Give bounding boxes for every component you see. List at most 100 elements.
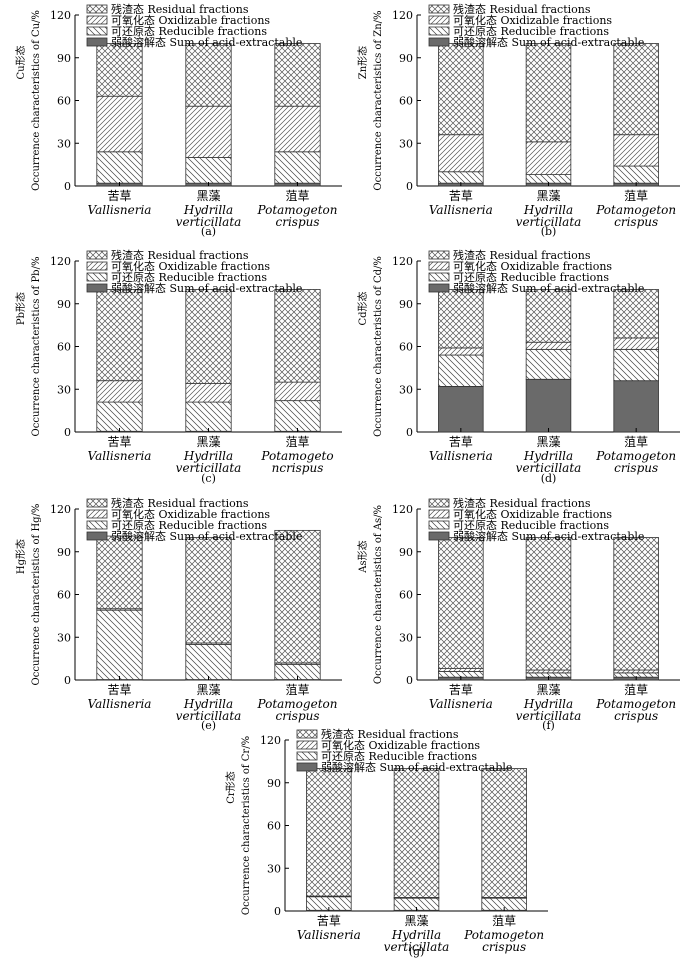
y-tick-label: 60 (267, 820, 281, 833)
bar-segment-oxidizable (96, 95, 143, 153)
legend-label-oxidizable: 可氧化态 Oxidizable fractions (453, 13, 612, 27)
legend-label-reducible: 可还原态 Reducible fractions (453, 519, 609, 532)
y-tick-label: 0 (64, 674, 71, 687)
y-tick-label: 90 (267, 777, 281, 790)
bar-segment-reducible (525, 174, 572, 184)
bar-segment-residual (613, 537, 659, 671)
bar-segment-acid (525, 378, 572, 433)
category-label-en-2: crispus (614, 461, 658, 475)
category-label-en: Hydrilla (523, 203, 573, 217)
category-label-en-2: verticillata (176, 461, 242, 475)
bar-segment-residual (185, 537, 232, 644)
category-label-en-2: verticillata (176, 709, 242, 723)
category-label-en-2: verticillata (516, 215, 582, 229)
category-label-en: Vallisneria (429, 203, 493, 217)
legend-label-oxidizable: 可氧化态 Oxidizable fractions (111, 259, 270, 273)
category-label-cn: 苦草 (317, 914, 341, 928)
bar-segment-residual (185, 289, 232, 384)
category-label-cn: 苦草 (449, 189, 473, 203)
bar-segment-residual (525, 43, 572, 143)
panel-label: (g) (409, 945, 425, 958)
y-tick-label: 0 (64, 426, 71, 439)
category-label-en-2: verticillata (516, 709, 582, 723)
legend-label-acid: 弱酸溶解态 Sum of acid-extractable (453, 529, 644, 543)
bar-segment-reducible (185, 157, 232, 184)
category-label-en: Vallisneria (88, 203, 152, 217)
legend-label-acid: 弱酸溶解态 Sum of acid-extractable (321, 760, 512, 774)
panel-label: (e) (201, 719, 216, 732)
legend-label-reducible: 可还原态 Reducible fractions (111, 519, 267, 532)
bar-segment-reducible (438, 354, 484, 387)
y-tick-label: 60 (57, 589, 71, 602)
y-tick-label: 30 (399, 137, 413, 150)
legend-label-acid: 弱酸溶解态 Sum of acid-extractable (453, 35, 644, 49)
chart-panel-as: 0 30 60 90 120 Occurrence characteristics of … (356, 496, 680, 732)
bar-segment-oxidizable (613, 337, 659, 350)
bar-segment-oxidizable (525, 341, 572, 350)
legend-swatch-residual (296, 729, 318, 739)
y-axis-title-cn: Hg形态 (14, 539, 27, 574)
legend-label-residual: 残渣态 Residual fractions (453, 496, 591, 510)
y-tick-label: 120 (50, 503, 71, 516)
bar-segment-acid (613, 380, 659, 433)
category-label-en: Vallisneria (88, 449, 152, 463)
category-label-en: Vallisneria (429, 449, 493, 463)
legend-label-oxidizable: 可氧化态 Oxidizable fractions (453, 259, 612, 273)
bar-segment-residual (274, 43, 321, 107)
category-label-en-2: verticillata (516, 461, 582, 475)
category-label-en: Vallisneria (429, 697, 493, 711)
category-label-en: Potamogeton (595, 697, 676, 711)
legend-swatch-acid (296, 762, 318, 772)
bar-segment-oxidizable (525, 669, 572, 674)
category-label-en: Hydrilla (183, 449, 233, 463)
bar-segment-residual (438, 537, 484, 670)
y-tick-label: 90 (57, 298, 71, 311)
legend-swatch-residual (428, 250, 450, 260)
category-label-en: Potamogeton (463, 928, 544, 942)
y-tick-label: 0 (406, 674, 413, 687)
legend-swatch-acid (428, 37, 450, 47)
legend-swatch-acid (86, 37, 108, 47)
category-label-en-2: crispus (482, 940, 526, 954)
panel-label: (b) (541, 225, 557, 238)
chart-panel-hg: 0 30 60 90 120 Occurrence characteristics of … (14, 496, 342, 732)
y-axis-title-en: Occurrence characteristics of Zn/% (373, 10, 384, 190)
chart-panel-cr: 0 30 60 90 120 Occurrence characteristics of … (224, 727, 548, 958)
bar-segment-residual (613, 43, 659, 136)
y-tick-label: 90 (399, 52, 413, 65)
legend-swatch-reducible (86, 26, 108, 36)
legend-label-reducible: 可还原态 Reducible fractions (453, 271, 609, 284)
bar-segment-reducible (525, 348, 572, 380)
y-tick-label: 120 (392, 255, 413, 268)
legend-swatch-residual (86, 498, 108, 508)
category-label-en: Potamogeton (257, 697, 338, 711)
legend-swatch-oxidizable (86, 509, 108, 519)
legend-swatch-oxidizable (428, 261, 450, 271)
y-tick-label: 0 (406, 180, 413, 193)
y-tick-label: 60 (399, 341, 413, 354)
legend-label-oxidizable: 可氧化态 Oxidizable fractions (111, 13, 270, 27)
y-tick-label: 30 (267, 862, 281, 875)
category-label-cn: 黑藻 (536, 683, 560, 697)
y-axis-title-cn: As形态 (356, 540, 369, 573)
category-label-cn: 菹草 (624, 189, 648, 203)
category-label-en: Vallisneria (88, 697, 152, 711)
category-label-cn: 苦草 (449, 435, 473, 449)
category-label-en-2: crispus (275, 215, 319, 229)
category-label-en: Hydrilla (391, 928, 441, 942)
category-label-en: Hydrilla (183, 697, 233, 711)
bar-segment-residual (274, 289, 321, 383)
bar-segment-residual (525, 289, 572, 343)
bar-segment-oxidizable (525, 141, 572, 175)
bar-segment-oxidizable (185, 383, 232, 403)
category-label-cn: 苦草 (107, 435, 131, 449)
bar-segment-reducible (438, 171, 484, 184)
category-label-cn: 菹草 (492, 914, 516, 928)
y-tick-label: 30 (57, 137, 71, 150)
category-label-en-2: verticillata (384, 940, 450, 954)
category-label-en: Potamogeto (260, 449, 333, 463)
panel-label: (f) (542, 719, 555, 732)
category-label-en: Potamogeton (257, 203, 338, 217)
legend-swatch-acid (428, 531, 450, 541)
y-tick-label: 90 (399, 298, 413, 311)
